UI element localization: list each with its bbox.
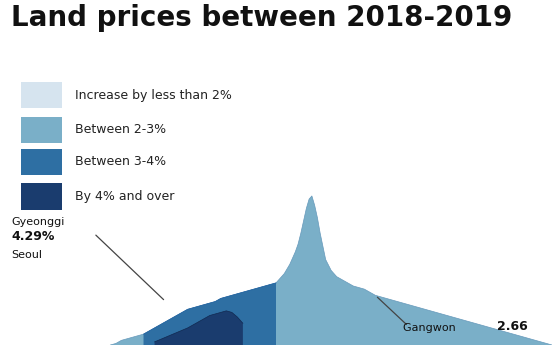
Polygon shape [144, 283, 276, 345]
Text: Between 3-4%: Between 3-4% [75, 155, 166, 168]
Polygon shape [110, 196, 552, 345]
Bar [20, 149, 62, 175]
Bar [20, 117, 62, 143]
Bar [20, 82, 62, 108]
Text: Seoul: Seoul [11, 250, 42, 259]
Text: By 4% and over: By 4% and over [75, 190, 174, 203]
Text: Land prices between 2018-2019: Land prices between 2018-2019 [11, 4, 512, 32]
Text: 2.66: 2.66 [497, 319, 528, 333]
Text: Between 2-3%: Between 2-3% [75, 124, 166, 136]
Text: 4.29%: 4.29% [11, 229, 55, 243]
Text: Gangwon: Gangwon [403, 323, 459, 333]
Text: Gyeonggi: Gyeonggi [11, 217, 65, 227]
Bar [20, 184, 62, 209]
Text: Increase by less than 2%: Increase by less than 2% [75, 89, 232, 101]
Polygon shape [155, 311, 243, 345]
